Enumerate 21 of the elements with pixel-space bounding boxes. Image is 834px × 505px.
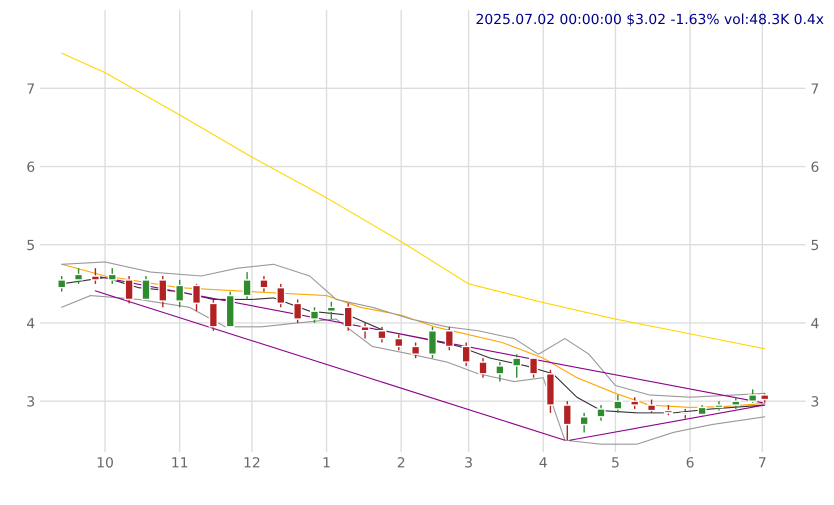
- y-tick-label: 4: [27, 318, 34, 328]
- y2-tick-label: 3: [812, 396, 818, 407]
- x-tick-label: 6: [686, 457, 694, 468]
- chart-title: 2025.07.02 00:00:00 $3.02 -1.63% vol:48.3K 0.4x: [476, 13, 824, 26]
- y2-tick-label: 5: [812, 240, 818, 250]
- x-tick-label: 4: [539, 457, 547, 468]
- y2-tick-label: 7: [812, 83, 818, 94]
- x-tick-label: 3: [465, 457, 472, 468]
- x-tick-label: 2: [398, 457, 404, 468]
- y-tick-label: 5: [27, 240, 34, 250]
- x-tick-label: 7: [759, 457, 766, 468]
- x-tick-label: 10: [98, 457, 113, 468]
- y-tick-label: 6: [27, 161, 34, 172]
- y-tick-label: 7: [27, 83, 34, 94]
- x-tick-label: 5: [612, 457, 619, 468]
- x-tick-label: 1: [324, 457, 330, 468]
- y2-tick-label: 6: [811, 161, 818, 172]
- y-tick-label: 3: [27, 396, 34, 407]
- x-tick-label: 11: [172, 457, 188, 468]
- y2-tick-label: 4: [811, 318, 819, 328]
- x-tick-label: 12: [244, 457, 260, 468]
